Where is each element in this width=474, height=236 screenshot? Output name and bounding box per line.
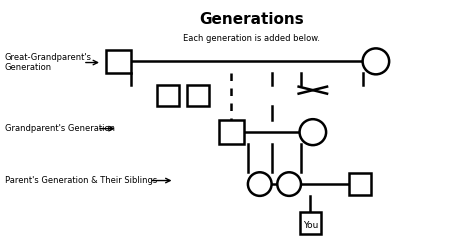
Text: Parent's Generation & Their Siblings: Parent's Generation & Their Siblings	[5, 176, 157, 185]
Ellipse shape	[363, 48, 389, 74]
Bar	[106, 50, 131, 73]
Bar	[187, 85, 209, 106]
Bar	[349, 173, 371, 195]
Bar	[219, 120, 244, 144]
Bar	[157, 85, 179, 106]
Ellipse shape	[300, 119, 326, 145]
Text: Great-Grandparent's
Generation: Great-Grandparent's Generation	[5, 53, 92, 72]
Text: Generations: Generations	[199, 12, 303, 27]
Text: You: You	[303, 221, 318, 230]
Bar	[300, 212, 321, 234]
Text: Each generation is added below.: Each generation is added below.	[182, 34, 320, 43]
Ellipse shape	[277, 172, 301, 196]
Ellipse shape	[248, 172, 272, 196]
Text: Grandparent's Generation: Grandparent's Generation	[5, 124, 115, 133]
